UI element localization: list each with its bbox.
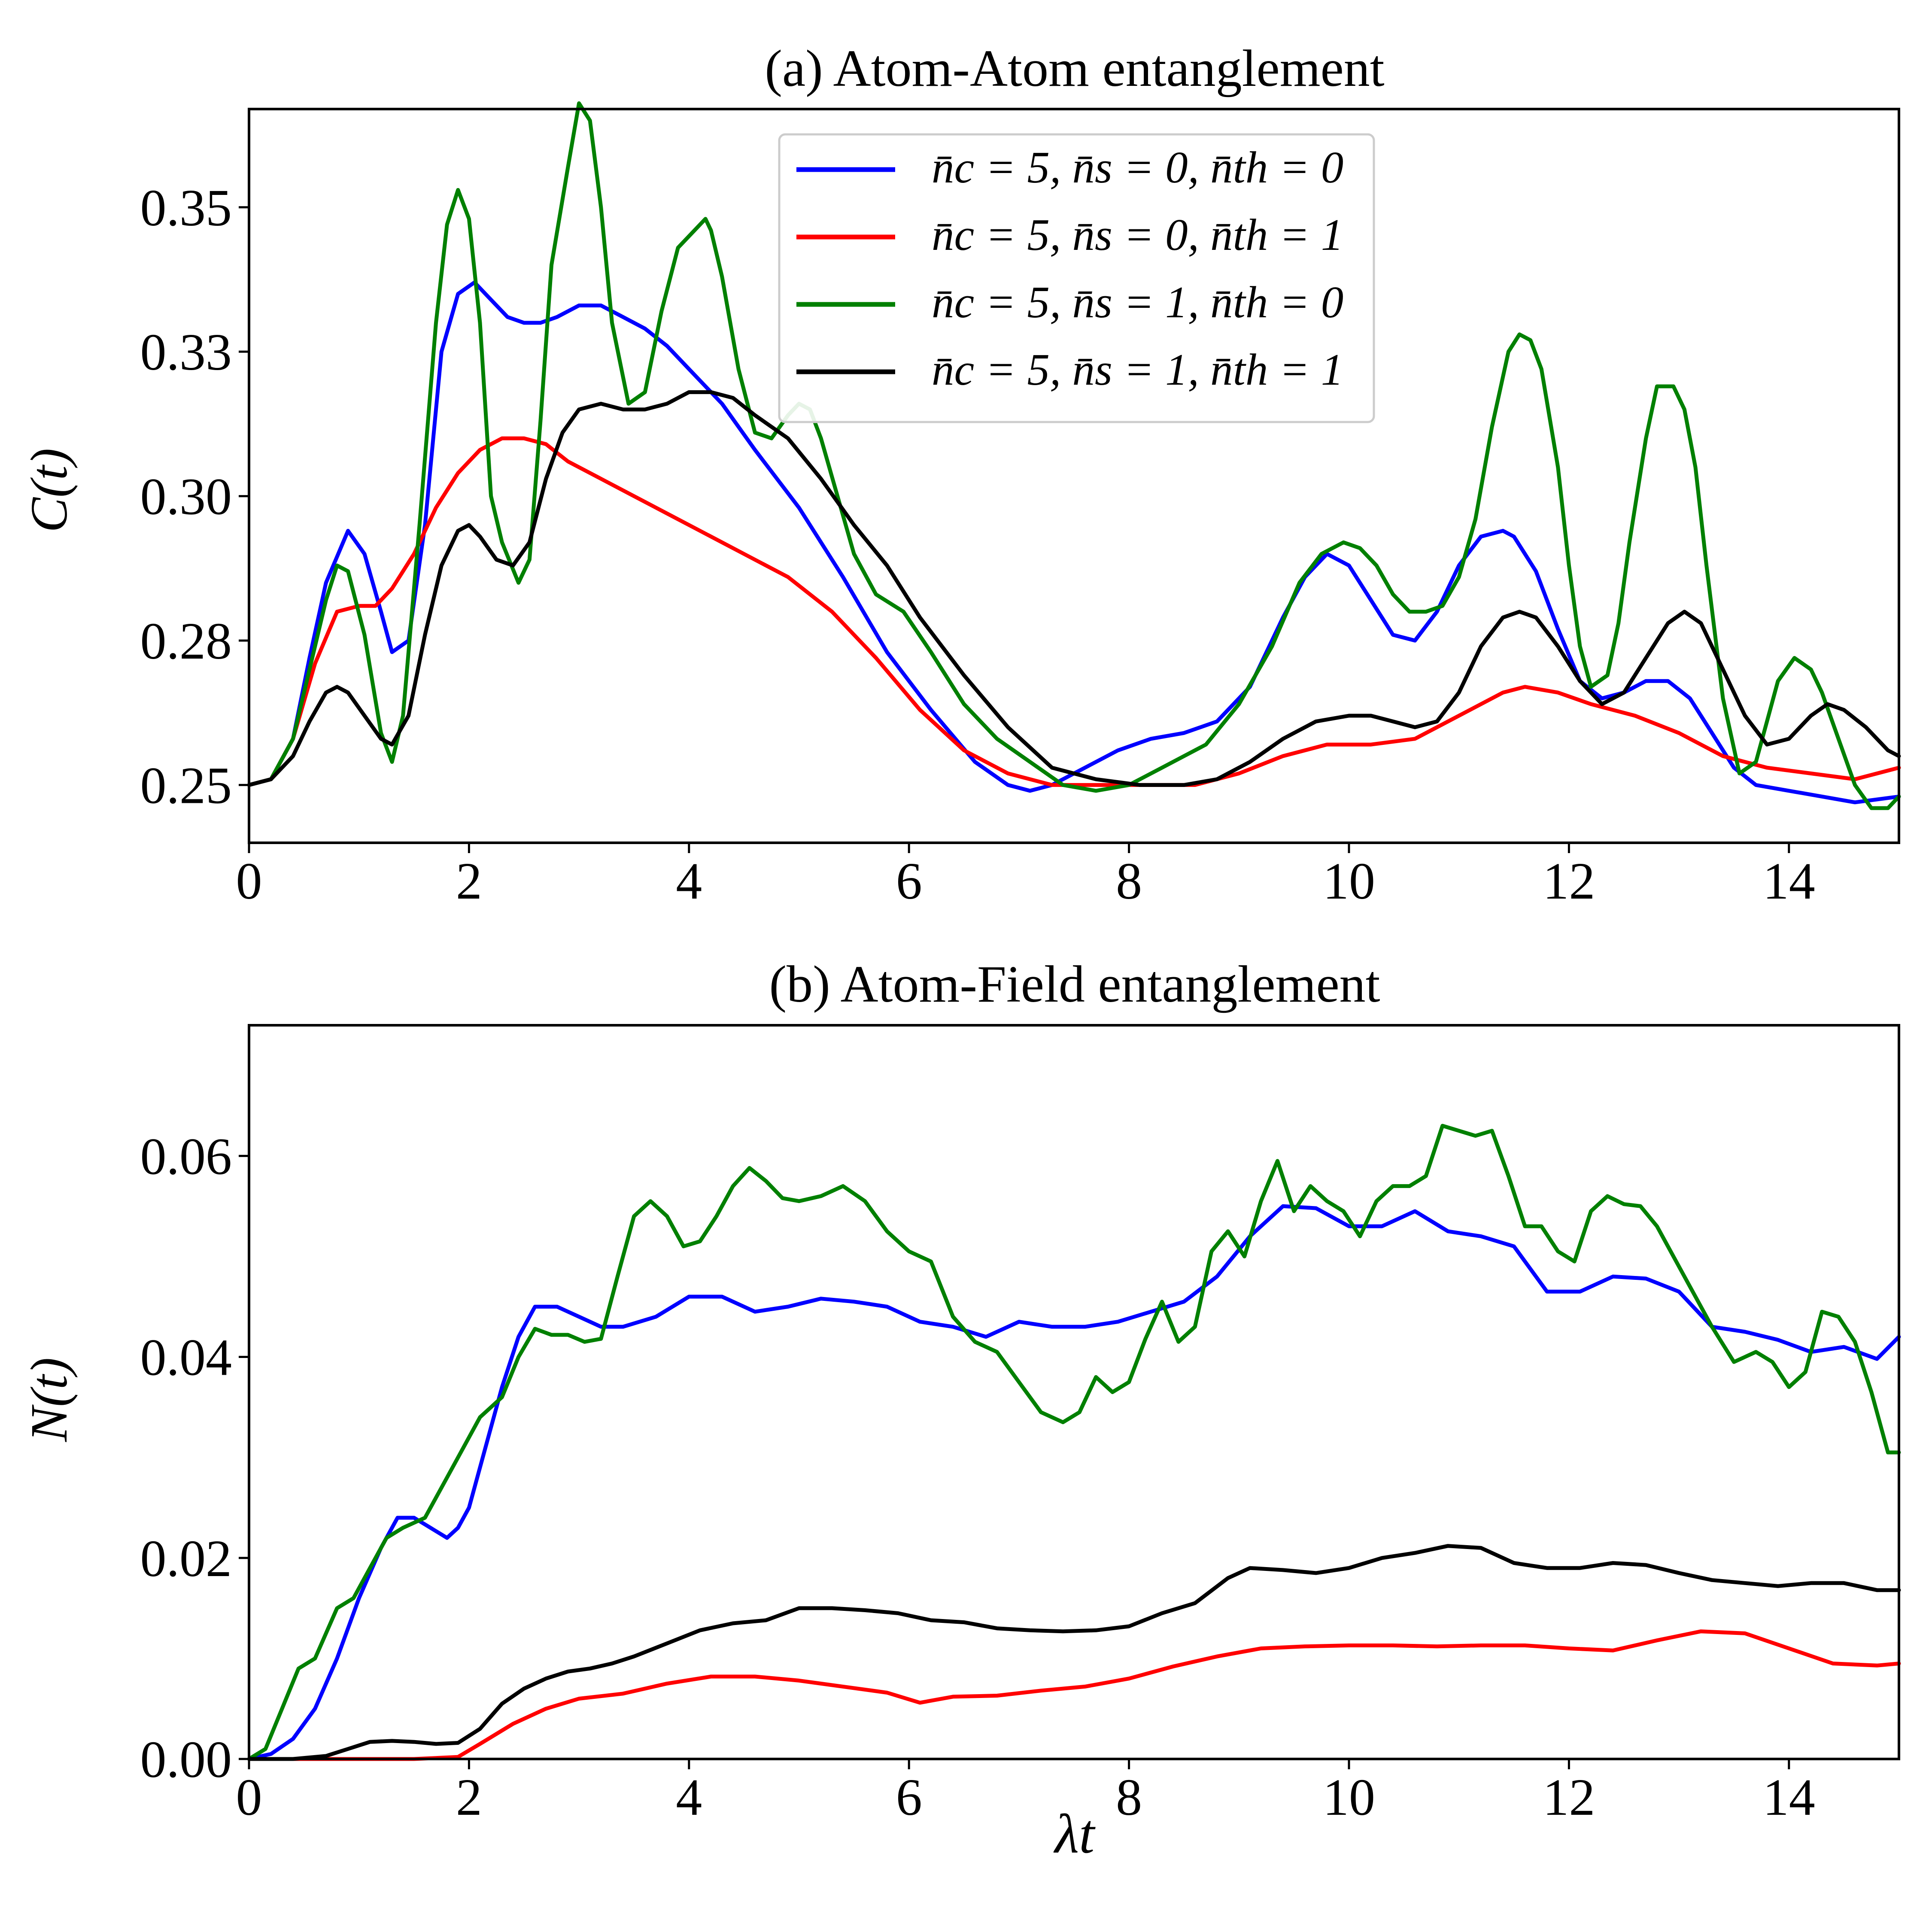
legend: n̄c = 5, n̄s = 0, n̄th = 0 n̄c = 5, n̄s … [778, 133, 1375, 423]
legend-entry: n̄c = 5, n̄s = 0, n̄th = 1 [796, 210, 1343, 260]
x-axis-label-b: λt [1053, 1803, 1096, 1865]
y-axis-label-b: N(t) [20, 1358, 78, 1443]
legend-label: n̄c = 5, n̄s = 0, n̄th = 0 [932, 142, 1343, 192]
x-ticks-a: 0 2 4 6 8 10 12 14 [236, 843, 1815, 910]
legend-label: n̄c = 5, n̄s = 0, n̄th = 1 [932, 210, 1343, 260]
y-tick-label: 0.28 [140, 612, 232, 670]
x-tick-label: 6 [896, 852, 922, 910]
y-ticks-b: 0.00 0.02 0.04 0.06 [140, 1127, 249, 1789]
x-tick-label: 8 [1116, 1768, 1142, 1826]
legend-box [778, 133, 1375, 423]
x-tick-label: 4 [676, 1768, 702, 1826]
x-tick-label: 0 [236, 852, 262, 910]
y-tick-label: 0.04 [140, 1329, 232, 1387]
plot-frame-a [248, 108, 1900, 844]
x-tick-label: 2 [456, 1768, 482, 1826]
series-line-b-0 [247, 1204, 1901, 1761]
y-tick-label: 0.33 [140, 323, 232, 381]
x-tick-label: 6 [896, 1768, 922, 1826]
x-tick-label: 10 [1323, 852, 1375, 910]
x-tick-label: 10 [1323, 1768, 1375, 1826]
y-tick-label: 0.00 [140, 1731, 232, 1789]
y-tick-label: 0.02 [140, 1530, 232, 1588]
panel-atom-field: (b) Atom-Field entanglement N(t) λt 0.00… [20, 955, 1901, 1865]
x-tick-label: 4 [676, 852, 702, 910]
series-line-b-2 [247, 1124, 1901, 1761]
y-tick-label: 0.25 [140, 756, 232, 814]
series-line-a-0 [247, 280, 1901, 805]
series-line-a-1 [247, 436, 1901, 787]
x-tick-label: 8 [1116, 852, 1142, 910]
x-tick-label: 12 [1543, 1768, 1595, 1826]
legend-entry: n̄c = 5, n̄s = 1, n̄th = 1 [796, 344, 1343, 395]
y-ticks-a: 0.25 0.28 0.30 0.33 0.35 [140, 179, 249, 814]
series-group-b [247, 1124, 1901, 1761]
y-axis-label-a: C(t) [20, 448, 78, 533]
x-tick-label: 2 [456, 852, 482, 910]
chart-title-a: (a) Atom-Atom entanglement [765, 39, 1384, 97]
y-tick-label: 0.35 [140, 179, 232, 237]
y-tick-label: 0.30 [140, 468, 232, 526]
plot-frame-b [248, 1024, 1900, 1760]
legend-label: n̄c = 5, n̄s = 1, n̄th = 0 [932, 277, 1343, 327]
x-tick-label: 0 [236, 1768, 262, 1826]
series-line-b-1 [247, 1629, 1901, 1761]
series-line-b-3 [247, 1544, 1901, 1761]
y-tick-label: 0.06 [140, 1127, 232, 1185]
x-tick-label: 12 [1543, 852, 1595, 910]
panel-atom-atom: (a) Atom-Atom entanglement C(t) 0.25 0.28… [20, 39, 1901, 910]
legend-label: n̄c = 5, n̄s = 1, n̄th = 1 [932, 344, 1343, 395]
x-ticks-b: 0 2 4 6 8 10 12 14 [236, 1759, 1815, 1826]
x-tick-label: 14 [1763, 852, 1815, 910]
series-line-a-3 [247, 390, 1901, 787]
x-tick-label: 14 [1763, 1768, 1815, 1826]
series-group-a [247, 101, 1901, 810]
legend-entry: n̄c = 5, n̄s = 1, n̄th = 0 [796, 277, 1343, 327]
legend-entry: n̄c = 5, n̄s = 0, n̄th = 0 [796, 142, 1343, 192]
series-line-a-2 [247, 101, 1901, 810]
chart-title-b: (b) Atom-Field entanglement [769, 955, 1380, 1013]
